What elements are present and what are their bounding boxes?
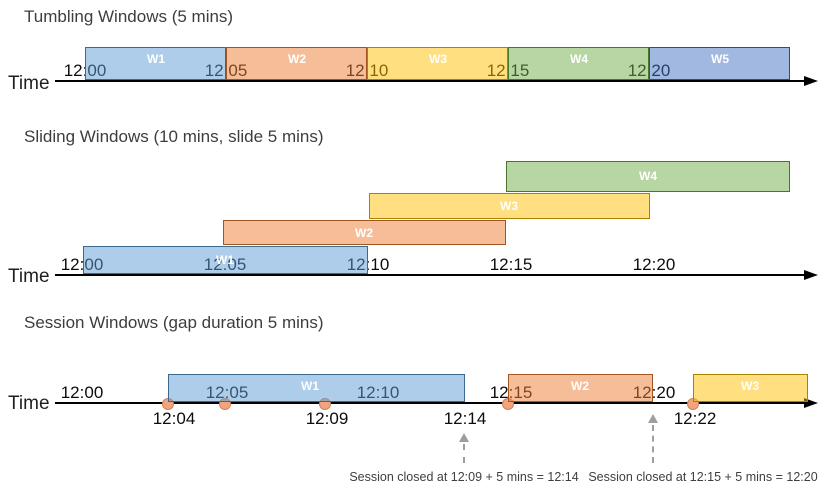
sliding-window-label: W1 (216, 253, 234, 267)
sliding-window-w3 (369, 193, 650, 219)
tumbling-window-w3 (367, 47, 508, 80)
session-window-label: W1 (301, 379, 319, 393)
session-axis-arrow-icon (804, 398, 818, 408)
session-close-annotation: Session closed at 12:15 + 5 mins = 12:20 (588, 470, 818, 484)
sliding-window-w4 (506, 161, 790, 192)
sliding-window-label: W4 (639, 169, 657, 183)
tumbling-window-w5 (649, 47, 790, 80)
sliding-axis-arrow-icon (804, 270, 818, 280)
sliding-window-label: W3 (500, 199, 518, 213)
session-title: Session Windows (gap duration 5 mins) (24, 313, 324, 332)
tumbling-window-w1 (85, 47, 226, 80)
event-time-label: 12:09 (305, 409, 349, 428)
tumbling-window-label: W5 (711, 52, 729, 66)
annotation-arrow-icon (648, 414, 658, 423)
tumbling-time-axis (55, 80, 804, 82)
sliding-time-label: Time (8, 266, 50, 287)
annotation-arrow-icon (459, 433, 469, 442)
sliding-window-w2 (223, 220, 506, 245)
event-time-label: 12:22 (673, 409, 717, 428)
session-window-w2 (508, 374, 653, 402)
tumbling-window-label: W3 (429, 52, 447, 66)
sliding-time-axis (55, 274, 804, 276)
tumbling-time-label: Time (8, 73, 50, 94)
session-close-annotation: Session closed at 12:09 + 5 mins = 12:14 (349, 470, 579, 484)
session-window-w1 (168, 374, 465, 402)
tumbling-window-label: W4 (570, 52, 588, 66)
sliding-tick: 12:20 (632, 255, 676, 274)
session-time-axis (55, 402, 804, 404)
tumbling-axis-arrow-icon (804, 76, 818, 86)
session-window-label: W3 (741, 379, 759, 393)
session-time-label: Time (8, 393, 50, 414)
sliding-title: Sliding Windows (10 mins, slide 5 mins) (24, 127, 324, 146)
tumbling-window-label: W1 (147, 52, 165, 66)
session-window-label: W2 (571, 379, 589, 393)
sliding-tick: 12:15 (489, 255, 533, 274)
annotation-arrow-line (463, 444, 465, 463)
annotation-arrow-line (652, 425, 654, 463)
tumbling-window-label: W2 (288, 52, 306, 66)
tumbling-window-w4 (508, 47, 649, 80)
session-window-w3 (693, 374, 808, 402)
tumbling-window-w2 (226, 47, 367, 80)
close-time-label: 12:14 (443, 409, 487, 428)
session-tick: 12:00 (60, 383, 104, 402)
event-time-label: 12:04 (152, 409, 196, 428)
sliding-window-label: W2 (355, 226, 373, 240)
sliding-window-w1 (83, 246, 368, 274)
tumbling-title: Tumbling Windows (5 mins) (24, 7, 234, 26)
